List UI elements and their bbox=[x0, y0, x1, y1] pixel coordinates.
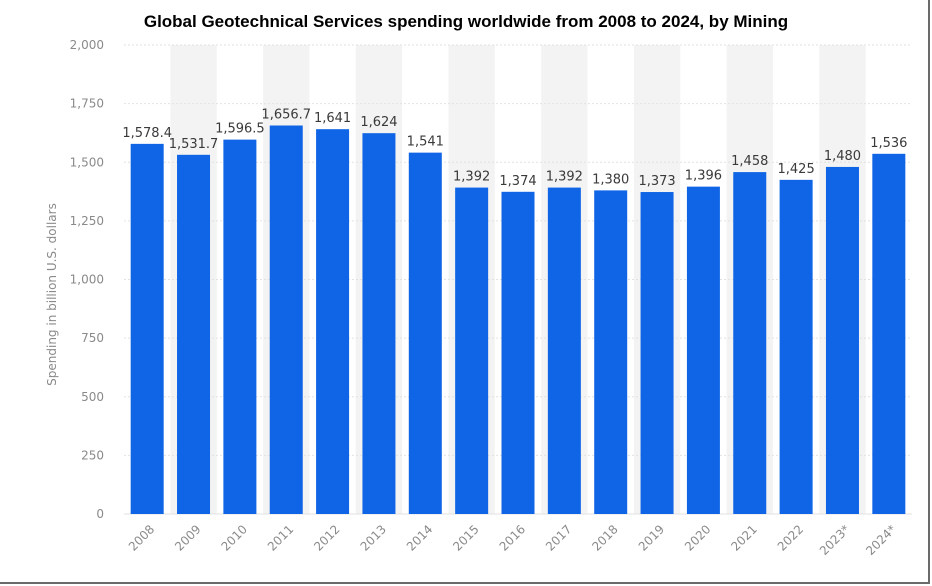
x-tick-label: 2021 bbox=[728, 522, 759, 553]
y-tick-label: 250 bbox=[81, 448, 104, 462]
bar bbox=[872, 153, 906, 515]
y-tick-label: 750 bbox=[81, 331, 104, 345]
x-tick-label: 2011 bbox=[265, 522, 296, 553]
x-tick-label: 2019 bbox=[636, 522, 667, 553]
bar bbox=[779, 179, 813, 514]
x-tick-label: 2018 bbox=[589, 522, 620, 553]
y-tick-label: 0 bbox=[96, 507, 104, 521]
x-tick-label: 2013 bbox=[358, 522, 389, 553]
bar-value-label: 1,458 bbox=[731, 154, 768, 169]
bar-value-label: 1,541 bbox=[407, 135, 444, 150]
y-tick-label: 1,500 bbox=[70, 155, 104, 169]
bars bbox=[130, 125, 906, 515]
x-tick-label: 2022 bbox=[775, 522, 806, 553]
y-tick-label: 1,000 bbox=[70, 273, 104, 287]
bar bbox=[223, 139, 257, 515]
y-tick-label: 1,250 bbox=[70, 214, 104, 228]
x-axis-ticks: 2008 2009 2010 2011 2012 2013 2014 2015 2016 2017… bbox=[126, 522, 899, 558]
x-tick-label: 2012 bbox=[311, 522, 342, 553]
bar bbox=[825, 166, 859, 514]
x-tick-label: 2008 bbox=[126, 522, 157, 553]
y-axis-ticks: 0 250 500 750 1,000 1,250 1,500 1,750 2,000 bbox=[70, 38, 104, 521]
x-tick-label: 2017 bbox=[543, 522, 574, 553]
bar-value-label: 1,392 bbox=[546, 170, 583, 185]
y-tick-label: 500 bbox=[81, 390, 104, 404]
bar-value-label: 1,656.7 bbox=[261, 108, 311, 123]
bar-value-label: 1,531.7 bbox=[169, 137, 219, 152]
y-axis-title: Spending in billion U.S. dollars bbox=[45, 203, 59, 386]
bar-value-label: 1,380 bbox=[592, 172, 629, 187]
bar bbox=[640, 192, 674, 514]
bar bbox=[408, 152, 442, 514]
bar-value-label: 1,596.5 bbox=[215, 122, 265, 137]
bar bbox=[177, 154, 211, 514]
x-tick-label: 2015 bbox=[450, 522, 481, 553]
x-tick-label: 2014 bbox=[404, 522, 435, 553]
bar bbox=[130, 143, 164, 514]
chart-title: Global Geotechnical Services spending wo… bbox=[143, 12, 789, 31]
bar-value-labels: 1,578.41,531.71,596.51,656.7 1,641 1,624 1,… bbox=[122, 108, 907, 190]
bar bbox=[733, 172, 767, 514]
x-tick-label: 2024* bbox=[863, 522, 899, 558]
bar-value-label: 1,480 bbox=[824, 149, 861, 164]
y-tick-label: 1,750 bbox=[70, 97, 104, 111]
x-tick-label: 2009 bbox=[172, 522, 203, 553]
bar-value-label: 1,373 bbox=[638, 174, 675, 189]
bar bbox=[455, 187, 489, 515]
bar bbox=[316, 129, 350, 515]
x-tick-label: 2023* bbox=[817, 522, 853, 558]
bar-value-label: 1,396 bbox=[685, 169, 722, 184]
x-tick-label: 2020 bbox=[682, 522, 713, 553]
x-tick-label: 2010 bbox=[219, 522, 250, 553]
bar-value-label: 1,425 bbox=[778, 162, 815, 177]
x-tick-label: 2016 bbox=[497, 522, 528, 553]
bar-value-label: 1,374 bbox=[499, 174, 536, 189]
bar bbox=[362, 133, 396, 514]
bar-value-label: 1,578.4 bbox=[122, 126, 172, 141]
bar bbox=[594, 190, 628, 514]
y-tick-label: 2,000 bbox=[70, 38, 104, 52]
bar bbox=[686, 186, 720, 514]
bar-value-label: 1,392 bbox=[453, 170, 490, 185]
bar-value-label: 1,624 bbox=[360, 115, 397, 130]
bar bbox=[501, 191, 535, 514]
bar-value-label: 1,641 bbox=[314, 111, 351, 126]
bar bbox=[547, 187, 581, 515]
bar bbox=[269, 125, 303, 515]
bar-value-label: 1,536 bbox=[870, 136, 907, 151]
